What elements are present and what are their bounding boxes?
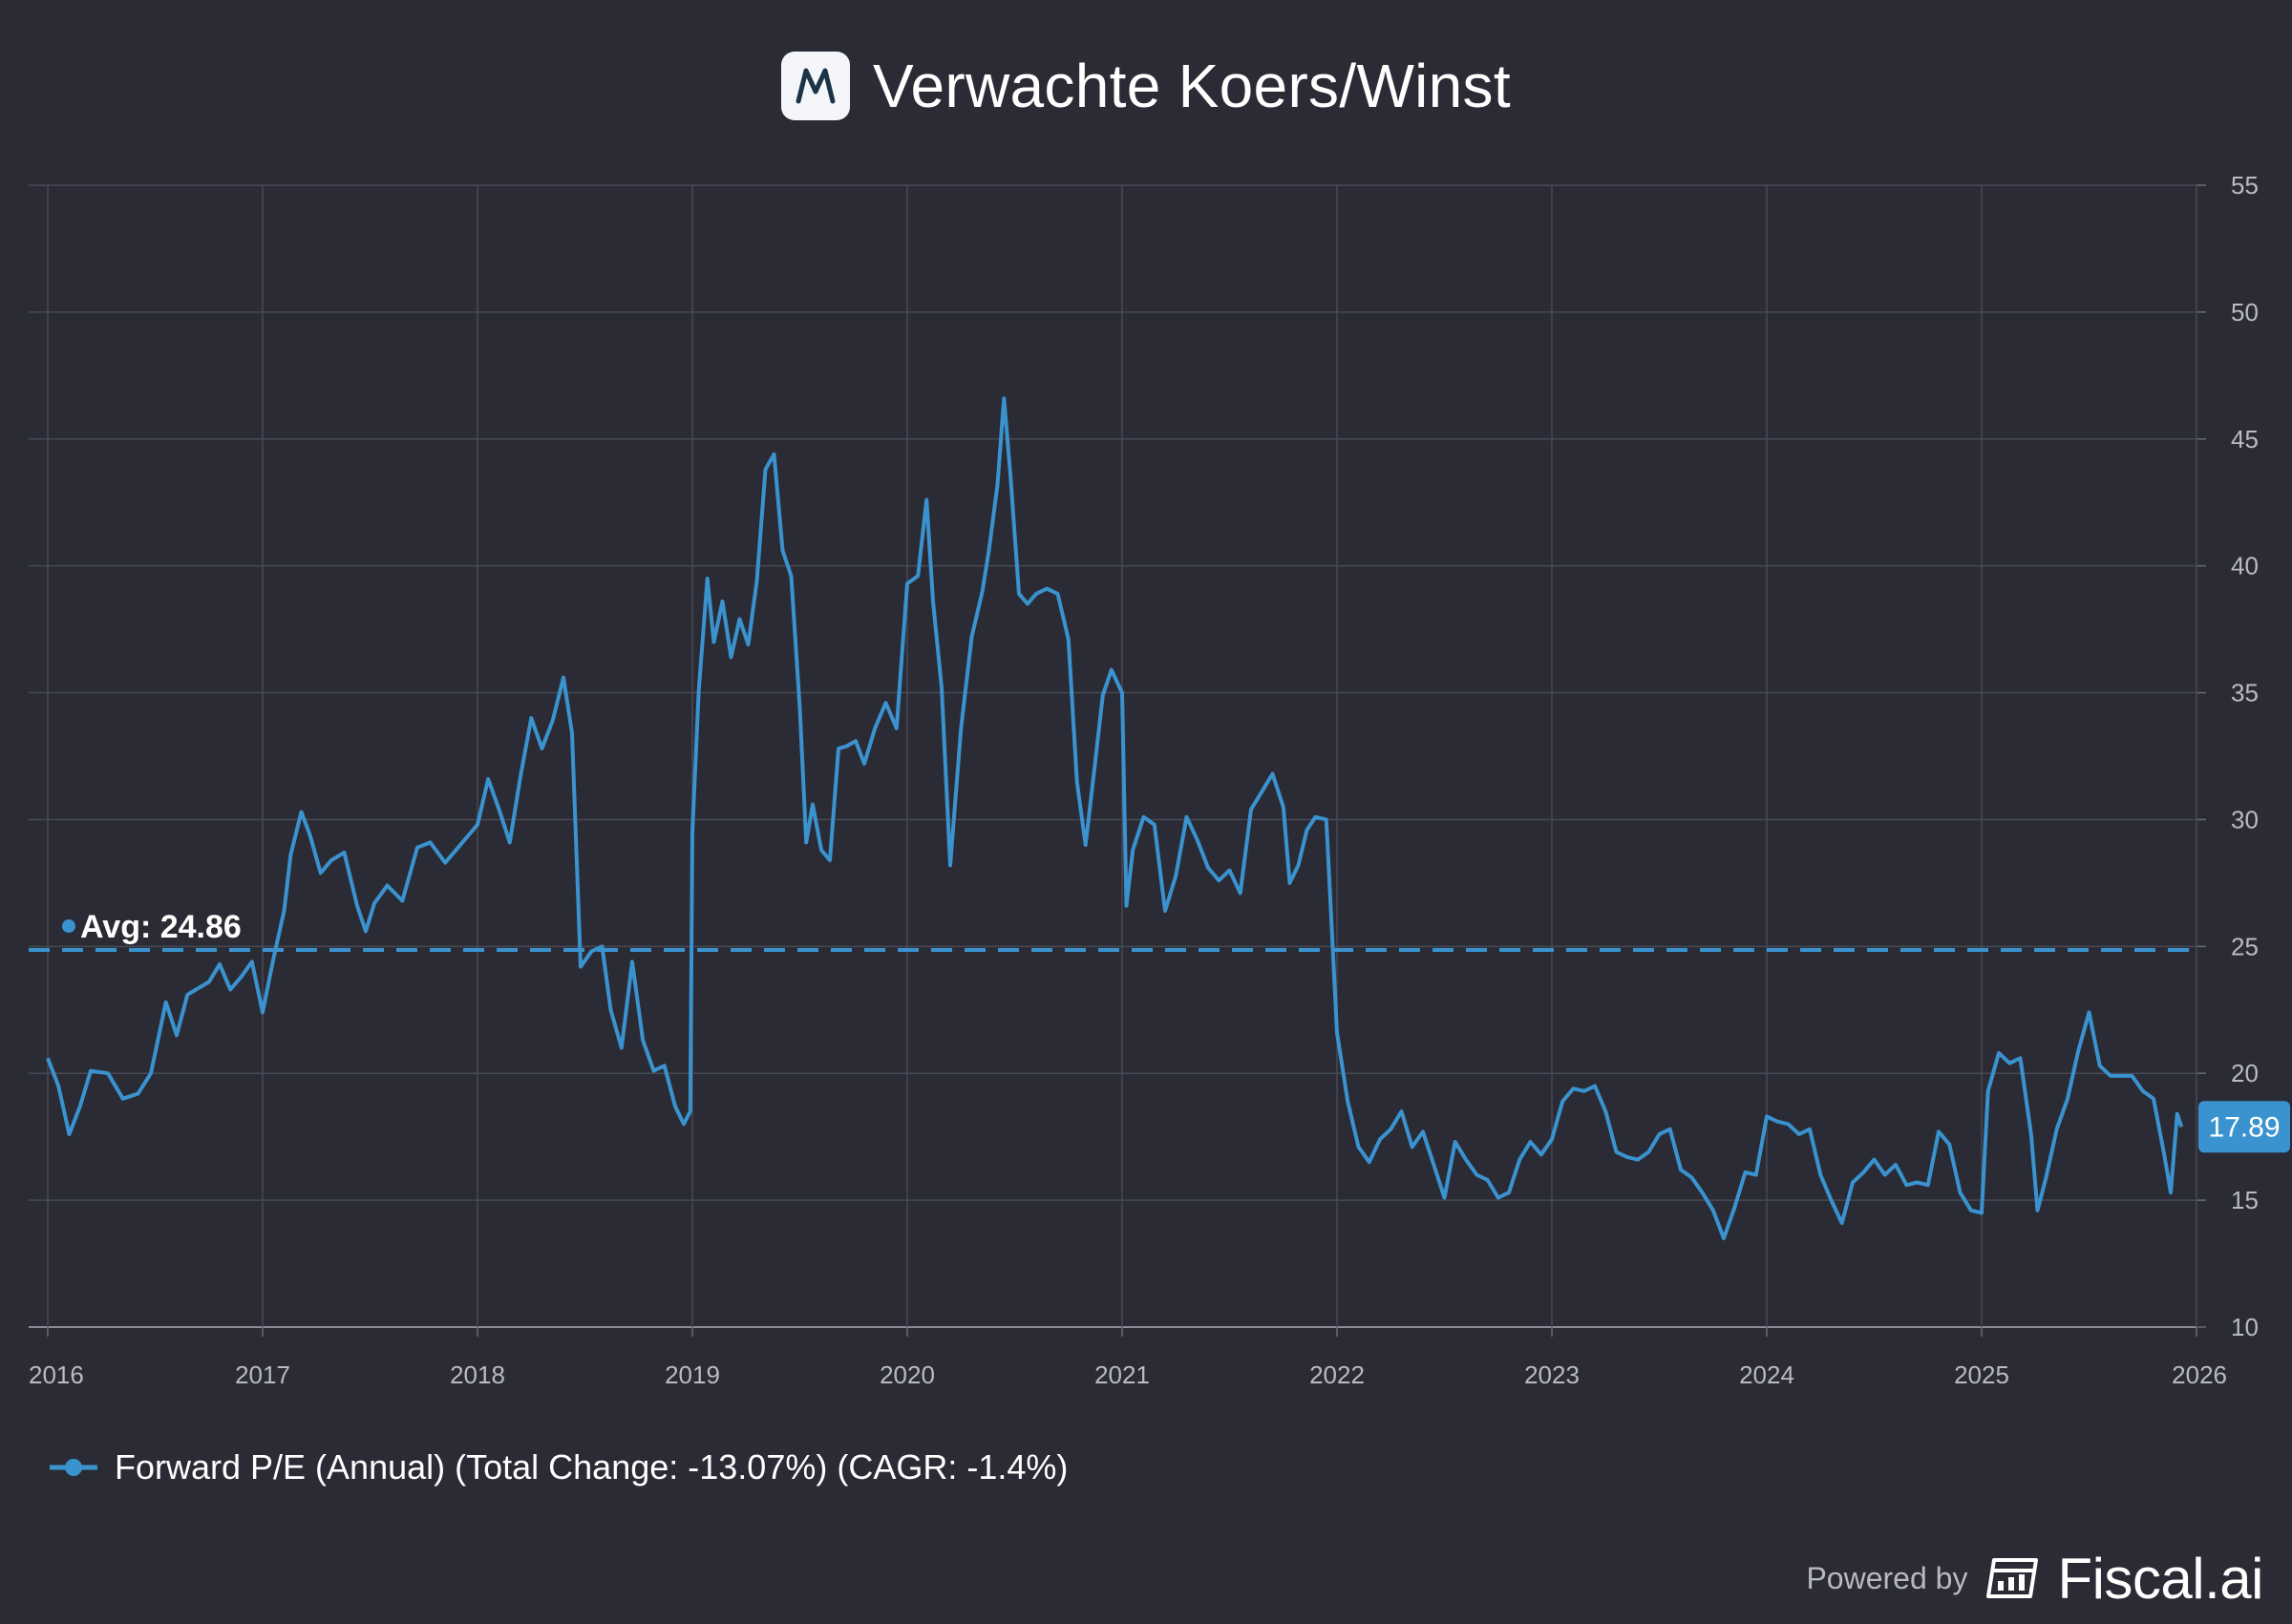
y-tick-label: 35 [2231, 679, 2259, 707]
y-tick-label: 45 [2231, 425, 2259, 453]
series-line [46, 396, 2184, 1240]
x-tick-label: 2026 [2172, 1360, 2227, 1389]
x-tick-label: 2024 [1739, 1360, 1794, 1389]
y-tick-label: 40 [2231, 552, 2259, 580]
y-tick-label: 30 [2231, 805, 2259, 833]
y-axis: 10 15 20 25 30 35 40 45 50 55 [2231, 171, 2259, 1341]
chart-title: Verwachte Koers/Winst [873, 52, 1511, 120]
x-tick-label: 2018 [450, 1360, 505, 1389]
x-tick-label: 2016 [29, 1360, 84, 1389]
footer: Powered by Fiscal.ai [1806, 1545, 2263, 1612]
x-tick-label: 2022 [1309, 1360, 1365, 1389]
y-tick-label: 20 [2231, 1059, 2259, 1087]
chart-header: Verwachte Koers/Winst [0, 46, 2292, 126]
fiscal-ai-logo-icon [1986, 1558, 2039, 1598]
x-tick-label: 2025 [1954, 1360, 2009, 1389]
average-label: Avg: 24.86 [62, 909, 242, 945]
x-tick-label: 2023 [1524, 1360, 1580, 1389]
x-tick-label: 2019 [665, 1360, 720, 1389]
y-tick-label: 55 [2231, 171, 2259, 200]
legend[interactable]: Forward P/E (Annual) (Total Change: -13.… [50, 1444, 1068, 1491]
last-value-text: 17.89 [2208, 1111, 2280, 1143]
m-letter-icon [796, 68, 836, 104]
y-tick-label: 50 [2231, 298, 2259, 327]
powered-by-text: Powered by [1806, 1560, 1968, 1595]
x-tick-label: 2017 [235, 1360, 290, 1389]
grid-lines [29, 184, 2206, 1337]
last-value-badge: 17.89 [2198, 1101, 2290, 1153]
brand-name: Fiscal.ai [2057, 1546, 2263, 1611]
average-dot [62, 919, 75, 934]
y-tick-label: 15 [2231, 1186, 2259, 1214]
x-tick-label: 2020 [880, 1360, 935, 1389]
legend-label: Forward P/E (Annual) (Total Change: -13.… [115, 1447, 1069, 1487]
last-value-box [2198, 1101, 2290, 1153]
y-tick-label: 25 [2231, 932, 2259, 960]
x-axis: 2016 2017 2018 2019 2020 2021 2022 2023 2024 2025… [29, 1360, 2227, 1389]
average-text: Avg: 24.86 [80, 909, 242, 945]
x-tick-label: 2021 [1094, 1360, 1150, 1389]
y-tick-label: 10 [2231, 1313, 2259, 1341]
legend-marker-icon [50, 1459, 97, 1476]
company-m-logo [781, 52, 851, 120]
